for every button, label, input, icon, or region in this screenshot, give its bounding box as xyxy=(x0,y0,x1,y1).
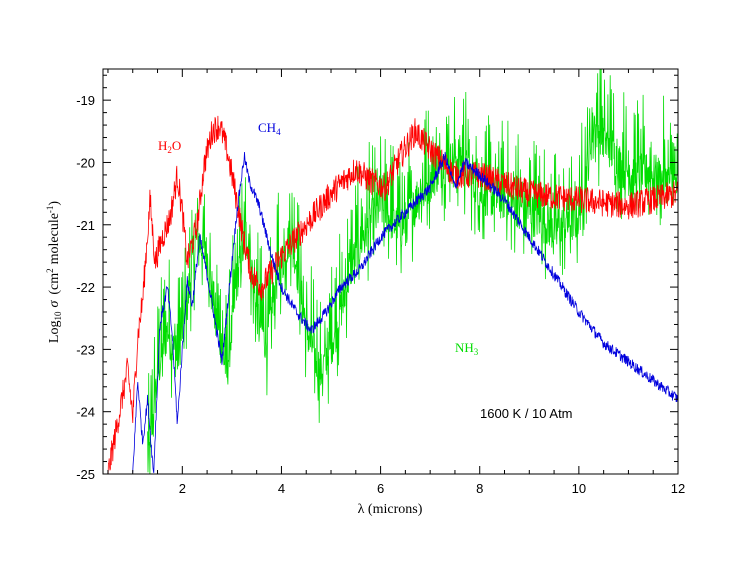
x-axis-title: λ (microns) xyxy=(358,502,423,517)
series-label-h2o: H2O xyxy=(158,138,181,155)
y-tick-label: -20 xyxy=(76,155,95,170)
series-layer xyxy=(107,69,678,474)
x-tick-label: 10 xyxy=(572,481,586,496)
series-line-nh3 xyxy=(147,69,678,474)
series-label-nh3: NH3 xyxy=(455,340,479,357)
x-tick-label: 6 xyxy=(377,481,384,496)
y-axis-title: Log10σ(cm2molecule-1) xyxy=(45,201,63,344)
y-tick-label: -24 xyxy=(76,405,95,420)
x-tick-label: 2 xyxy=(179,481,186,496)
tick-layer: 2 4 6 8 10 12 -25 -24 -23 -22 -21 -20 -19 xyxy=(76,69,685,496)
y-tick-label: -25 xyxy=(76,467,95,482)
x-tick-label: 8 xyxy=(476,481,483,496)
y-tick-label: -19 xyxy=(76,93,95,108)
condition-annotation: 1600 K / 10 Atm xyxy=(480,406,573,421)
y-tick-label: -22 xyxy=(76,280,95,295)
x-tick-label: 12 xyxy=(671,481,685,496)
y-tick-label: -21 xyxy=(76,218,95,233)
series-label-ch4: CH4 xyxy=(258,120,281,137)
plot-frame xyxy=(102,68,679,475)
x-tick-label: 4 xyxy=(278,481,285,496)
series-line-ch4 xyxy=(132,151,678,473)
y-tick-label: -23 xyxy=(76,342,95,357)
series-line-h2o xyxy=(107,115,678,474)
